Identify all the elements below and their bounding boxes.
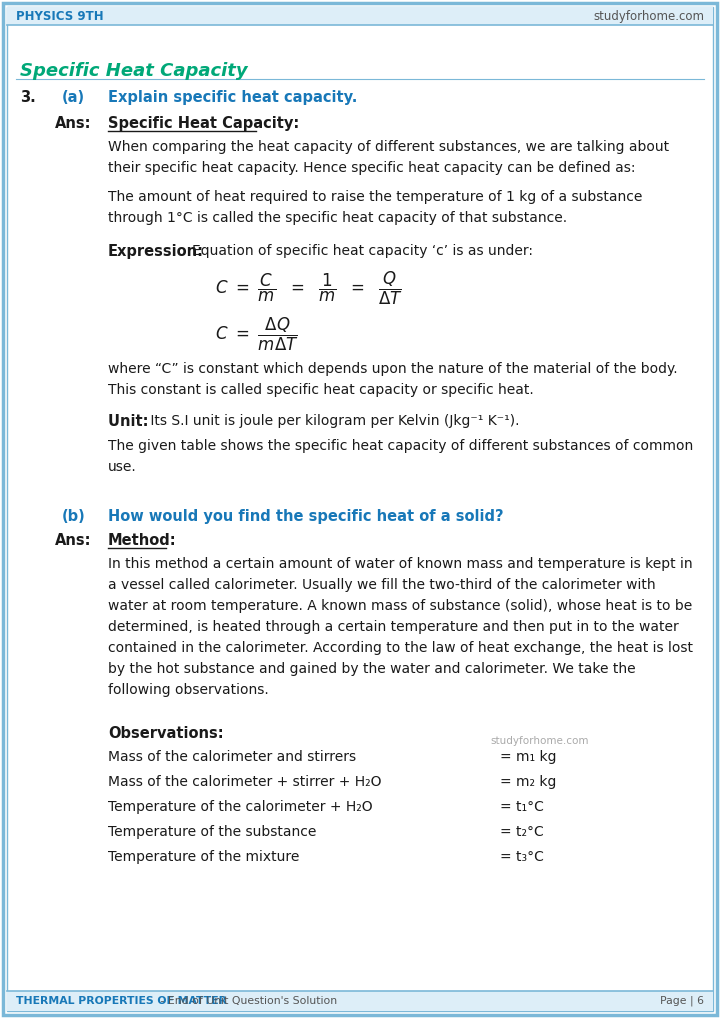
Text: When comparing the heat capacity of different substances, we are talking about: When comparing the heat capacity of diff…	[108, 140, 669, 154]
Text: determined, is heated through a certain temperature and then put in to the water: determined, is heated through a certain …	[108, 620, 679, 634]
Text: Equation of specific heat capacity ‘c’ is as under:: Equation of specific heat capacity ‘c’ i…	[192, 244, 533, 258]
Text: THERMAL PROPERTIES OF MATTER: THERMAL PROPERTIES OF MATTER	[16, 996, 227, 1006]
Text: Its S.I unit is joule per kilogram per Kelvin (Jkg⁻¹ K⁻¹).: Its S.I unit is joule per kilogram per K…	[146, 414, 520, 428]
Text: Specific Heat Capacity:: Specific Heat Capacity:	[108, 116, 300, 131]
Text: Observations:: Observations:	[108, 726, 224, 741]
Text: studyforhome.com: studyforhome.com	[593, 9, 704, 22]
Text: = t₂°C: = t₂°C	[500, 825, 544, 839]
Text: This constant is called specific heat capacity or specific heat.: This constant is called specific heat ca…	[108, 383, 534, 397]
Text: In this method a certain amount of water of known mass and temperature is kept i: In this method a certain amount of water…	[108, 557, 693, 571]
Text: 3.: 3.	[20, 90, 36, 105]
Text: Method:: Method:	[108, 533, 176, 548]
Text: Temperature of the mixture: Temperature of the mixture	[108, 850, 300, 864]
Text: Mass of the calorimeter and stirrers: Mass of the calorimeter and stirrers	[108, 750, 356, 764]
Text: where “C” is constant which depends upon the nature of the material of the body.: where “C” is constant which depends upon…	[108, 362, 678, 376]
Text: Temperature of the calorimeter + H₂O: Temperature of the calorimeter + H₂O	[108, 800, 373, 814]
Bar	[7, 7, 713, 25]
Text: studyforhome.com: studyforhome.com	[490, 736, 588, 746]
Text: - End of Unit Question's Solution: - End of Unit Question's Solution	[158, 996, 338, 1006]
Text: Expression:: Expression:	[108, 244, 204, 259]
Text: contained in the calorimeter. According to the law of heat exchange, the heat is: contained in the calorimeter. According …	[108, 641, 693, 655]
Text: = t₁°C: = t₁°C	[500, 800, 544, 814]
Text: (a): (a)	[62, 90, 85, 105]
Text: Explain specific heat capacity.: Explain specific heat capacity.	[108, 90, 357, 105]
Text: PHYSICS 9TH: PHYSICS 9TH	[16, 9, 104, 22]
Text: = t₃°C: = t₃°C	[500, 850, 544, 864]
Text: Mass of the calorimeter + stirrer + H₂O: Mass of the calorimeter + stirrer + H₂O	[108, 775, 382, 789]
Text: (b): (b)	[62, 509, 86, 524]
Text: The given table shows the specific heat capacity of different substances of comm: The given table shows the specific heat …	[108, 439, 693, 453]
Text: Ans:: Ans:	[55, 533, 91, 548]
Text: Page | 6: Page | 6	[660, 996, 704, 1006]
Text: use.: use.	[108, 460, 137, 474]
Text: Specific Heat Capacity: Specific Heat Capacity	[20, 62, 248, 80]
Text: Ans:: Ans:	[55, 116, 91, 131]
Text: Unit:: Unit:	[108, 414, 153, 429]
Text: = m₁ kg: = m₁ kg	[500, 750, 557, 764]
Text: their specific heat capacity. Hence specific heat capacity can be defined as:: their specific heat capacity. Hence spec…	[108, 161, 636, 175]
Text: a vessel called calorimeter. Usually we fill the two-third of the calorimeter wi: a vessel called calorimeter. Usually we …	[108, 578, 656, 592]
Text: water at room temperature. A known mass of substance (solid), whose heat is to b: water at room temperature. A known mass …	[108, 599, 692, 613]
Text: $C\ =\ \dfrac{\Delta Q}{m\Delta T}$: $C\ =\ \dfrac{\Delta Q}{m\Delta T}$	[215, 316, 299, 353]
Text: following observations.: following observations.	[108, 683, 269, 697]
Text: = m₂ kg: = m₂ kg	[500, 775, 557, 789]
Bar	[7, 991, 713, 1011]
Text: $C\ =\ \dfrac{C}{m}\ \ =\ \ \dfrac{1}{m}\ \ =\ \ \dfrac{Q}{\Delta T}$: $C\ =\ \dfrac{C}{m}\ \ =\ \ \dfrac{1}{m}…	[215, 270, 403, 307]
Text: through 1°C is called the specific heat capacity of that substance.: through 1°C is called the specific heat …	[108, 211, 567, 225]
Text: The amount of heat required to raise the temperature of 1 kg of a substance: The amount of heat required to raise the…	[108, 190, 642, 204]
Text: How would you find the specific heat of a solid?: How would you find the specific heat of …	[108, 509, 503, 524]
Text: by the hot substance and gained by the water and calorimeter. We take the: by the hot substance and gained by the w…	[108, 662, 636, 676]
Text: Temperature of the substance: Temperature of the substance	[108, 825, 316, 839]
